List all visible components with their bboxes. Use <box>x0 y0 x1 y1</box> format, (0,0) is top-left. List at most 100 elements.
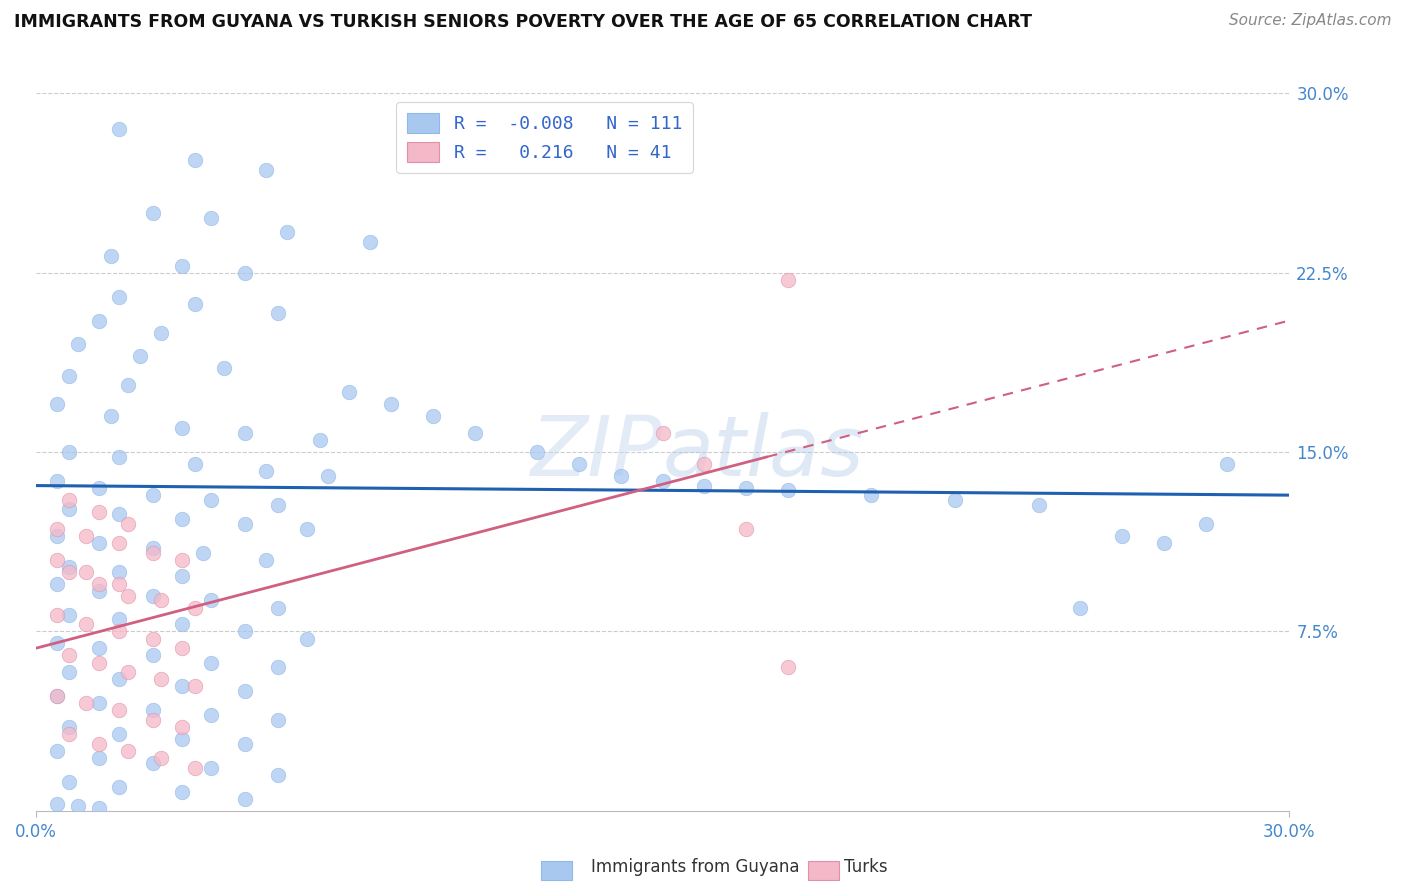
Point <box>58 775 80 789</box>
Point <box>58 368 80 383</box>
Point <box>276 225 298 239</box>
Point <box>200 593 222 607</box>
Point <box>45 397 67 411</box>
Point <box>183 600 205 615</box>
Point <box>108 122 131 136</box>
Text: Source: ZipAtlas.com: Source: ZipAtlas.com <box>1229 13 1392 29</box>
Point <box>172 641 194 656</box>
Point <box>380 397 402 411</box>
Point <box>58 720 80 734</box>
Point <box>150 673 173 687</box>
Point <box>200 708 222 723</box>
Point <box>142 206 165 220</box>
Point <box>254 464 277 478</box>
Point <box>108 673 131 687</box>
Point <box>172 512 194 526</box>
Point <box>359 235 381 249</box>
Point <box>87 536 110 550</box>
Point <box>776 660 799 674</box>
Point <box>172 785 194 799</box>
Point <box>108 536 131 550</box>
Point <box>568 457 591 471</box>
Point <box>58 502 80 516</box>
Point <box>45 607 67 622</box>
Point <box>58 665 80 679</box>
Point <box>142 545 165 559</box>
Point <box>860 488 883 502</box>
Point <box>100 409 122 424</box>
Text: atlas: atlas <box>662 411 865 492</box>
Point <box>651 474 673 488</box>
Point <box>233 737 256 751</box>
Point <box>117 378 139 392</box>
Point <box>172 552 194 566</box>
Point <box>108 290 131 304</box>
Point <box>267 713 290 727</box>
Point <box>735 481 758 495</box>
Point <box>142 632 165 646</box>
Text: Immigrants from Guyana: Immigrants from Guyana <box>591 858 799 876</box>
Point <box>75 529 97 543</box>
Point <box>267 498 290 512</box>
Point <box>66 337 89 351</box>
Point <box>100 249 122 263</box>
Point <box>651 425 673 440</box>
Point <box>58 648 80 663</box>
Point <box>117 744 139 758</box>
Point <box>183 457 205 471</box>
Point <box>1028 498 1050 512</box>
Point <box>172 259 194 273</box>
Point <box>45 576 67 591</box>
Point <box>183 297 205 311</box>
Point <box>45 744 67 758</box>
Point <box>108 576 131 591</box>
Point <box>87 313 110 327</box>
Legend: R =  -0.008   N = 111, R =   0.216   N = 41: R = -0.008 N = 111, R = 0.216 N = 41 <box>396 103 693 173</box>
Point <box>318 469 340 483</box>
Point <box>172 421 194 435</box>
Point <box>172 732 194 747</box>
Point <box>87 641 110 656</box>
Point <box>87 505 110 519</box>
Point <box>108 780 131 794</box>
Point <box>108 565 131 579</box>
Point <box>142 589 165 603</box>
Point <box>45 474 67 488</box>
Point <box>129 350 152 364</box>
Point <box>117 516 139 531</box>
Point <box>87 696 110 710</box>
Point <box>150 751 173 765</box>
Point <box>45 552 67 566</box>
Point <box>75 696 97 710</box>
Point <box>66 799 89 814</box>
Point <box>233 425 256 440</box>
Point <box>172 569 194 583</box>
Point <box>267 600 290 615</box>
Point <box>267 660 290 674</box>
Point <box>150 593 173 607</box>
Point <box>526 445 548 459</box>
Point <box>87 656 110 670</box>
Point <box>233 684 256 698</box>
Point <box>191 545 214 559</box>
Text: Turks: Turks <box>844 858 887 876</box>
Point <box>943 492 966 507</box>
Point <box>1195 516 1218 531</box>
Point <box>1111 529 1133 543</box>
Point <box>610 469 633 483</box>
Point <box>87 737 110 751</box>
Point <box>45 797 67 811</box>
Point <box>75 565 97 579</box>
Point <box>337 385 360 400</box>
Point <box>267 768 290 782</box>
Point <box>108 727 131 741</box>
Point <box>117 589 139 603</box>
Point <box>200 761 222 775</box>
Point <box>58 727 80 741</box>
Point <box>58 565 80 579</box>
Point <box>108 450 131 464</box>
Point <box>422 409 444 424</box>
Point <box>108 508 131 522</box>
Point <box>172 617 194 632</box>
Point <box>142 648 165 663</box>
